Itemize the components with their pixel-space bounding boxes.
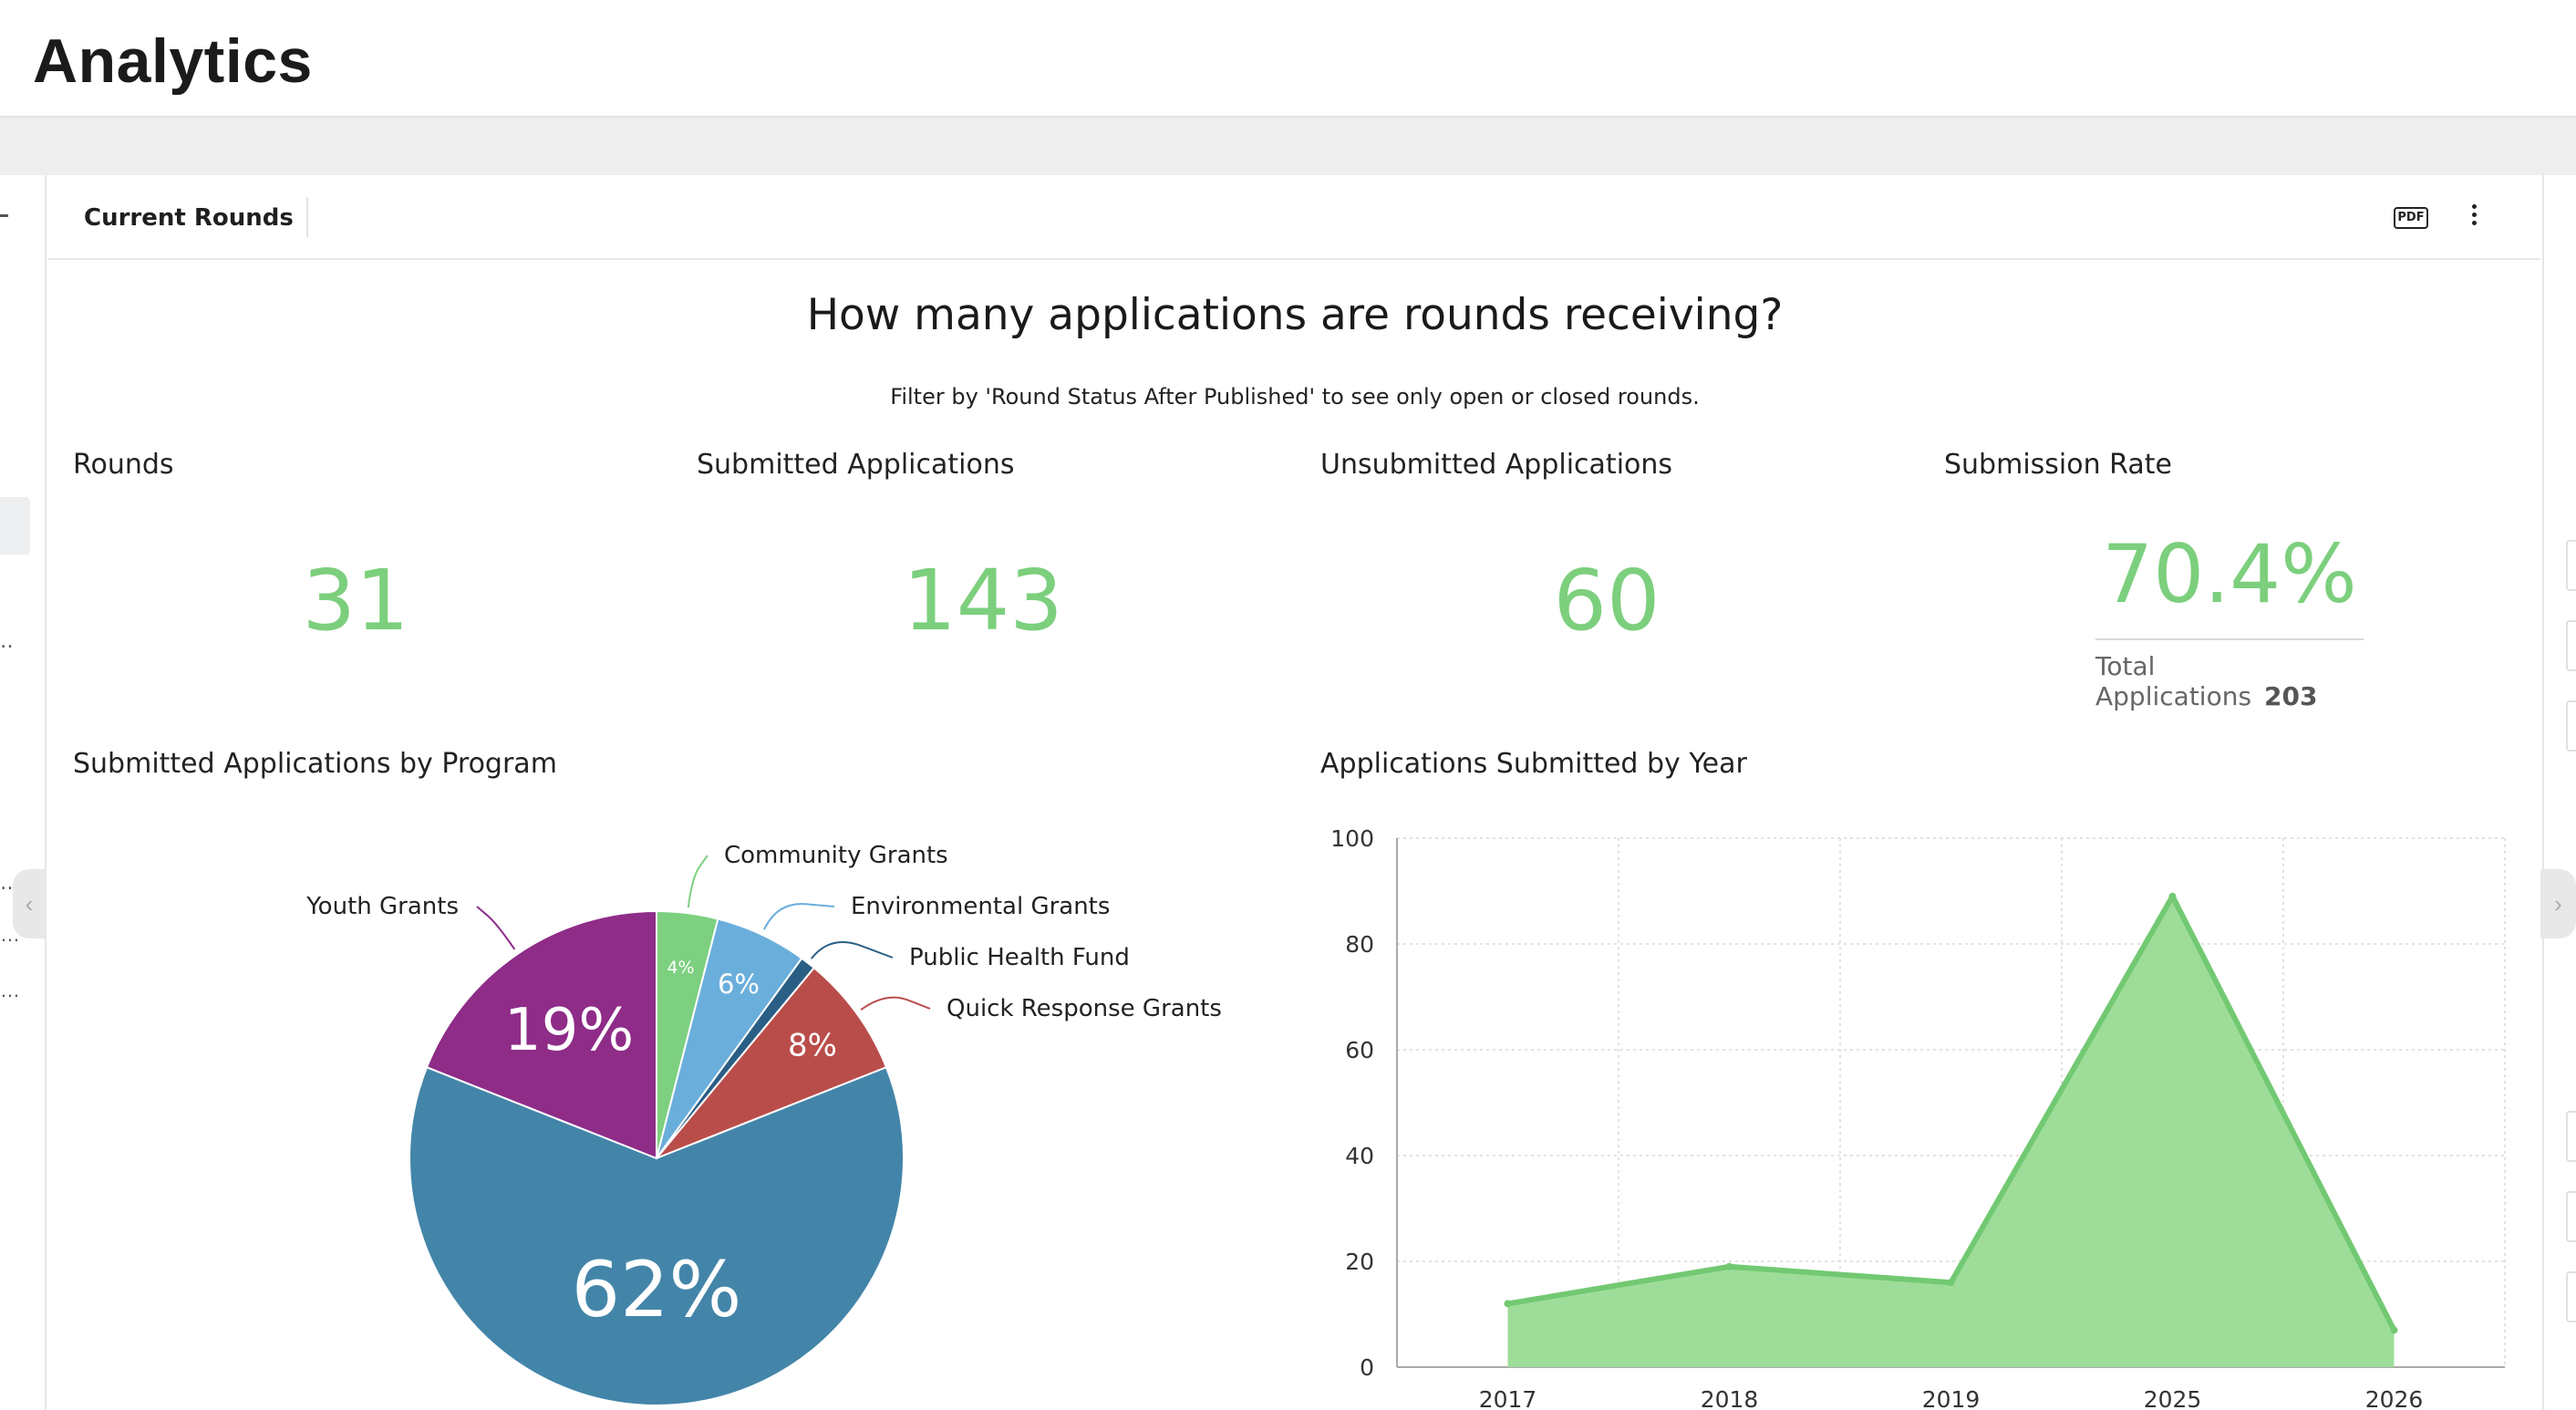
kpi-total-applications: Total Applications 203 xyxy=(2095,651,2364,711)
pie-category-label: Environmental Grants xyxy=(851,893,1110,920)
x-tick-label: 2019 xyxy=(1922,1386,1981,1410)
pie-leader-line xyxy=(860,996,931,1011)
rail-tab[interactable] xyxy=(2566,700,2576,752)
rail-tab[interactable] xyxy=(2566,540,2576,591)
collapse-right-button[interactable]: › xyxy=(2540,869,2576,938)
kpi-total-label: Total Applications xyxy=(2095,651,2252,711)
pdf-export-button[interactable]: PDF xyxy=(2394,207,2428,229)
rail-tab[interactable] xyxy=(2566,1271,2576,1322)
kpi-unsubmitted-label: Unsubmitted Applications xyxy=(1320,449,1673,481)
pie-leader-line xyxy=(810,940,894,959)
pie-leader-line xyxy=(476,906,516,950)
sidebar-item-truncated[interactable]: ‥ xyxy=(0,871,14,894)
left-sidebar: ‥ ‥ … … xyxy=(0,175,47,1410)
sidebar-item-truncated[interactable]: … xyxy=(0,979,20,1001)
kpi-rate-divider xyxy=(2095,638,2364,640)
kpi-unsubmitted-value: 60 xyxy=(1553,552,1660,649)
tab-current-rounds[interactable]: Current Rounds xyxy=(84,204,294,232)
kpi-rate-value: 70.4% xyxy=(2102,527,2357,621)
y-tick-label: 40 xyxy=(1345,1143,1374,1169)
x-tick-label: 2026 xyxy=(2365,1386,2424,1410)
panel-header: Current Rounds PDF xyxy=(48,175,2540,260)
kpi-rate-label: Submission Rate xyxy=(1944,449,2172,481)
pie-chart: 4% Community Grants 6% Environmental Grants… xyxy=(305,842,1222,1406)
chevron-right-icon: › xyxy=(2554,890,2562,918)
pie-slice[interactable] xyxy=(409,1065,905,1406)
sidebar-item-truncated[interactable]: ‥ xyxy=(0,629,14,652)
y-tick-label: 80 xyxy=(1345,931,1374,958)
x-tick-label: 2025 xyxy=(2144,1386,2202,1410)
pie-category-label: Youth Grants xyxy=(305,893,459,920)
y-tick-label: 100 xyxy=(1330,825,1374,852)
dashboard-subtitle: Filter by 'Round Status After Published'… xyxy=(890,384,1700,410)
pie-percent-label: 19% xyxy=(504,997,634,1064)
pie-percent-label: 4% xyxy=(667,958,694,978)
page-title: Analytics xyxy=(33,26,313,96)
pie-slice[interactable] xyxy=(425,909,657,1160)
pie-leader-line xyxy=(763,903,835,930)
kpi-rounds-label: Rounds xyxy=(73,449,174,481)
y-tick-label: 20 xyxy=(1345,1249,1374,1275)
area-fill xyxy=(1507,896,2395,1367)
pie-percent-label: 6% xyxy=(718,969,760,1000)
dashboard-title: How many applications are rounds receivi… xyxy=(806,290,1784,340)
divider xyxy=(306,197,308,237)
x-tick-label: 2018 xyxy=(1701,1386,1759,1410)
pie-percent-label: 8% xyxy=(788,1028,837,1064)
more-options-icon[interactable] xyxy=(2465,201,2483,235)
pie-chart-title: Submitted Applications by Program xyxy=(73,748,557,780)
rail-tab[interactable] xyxy=(2566,1111,2576,1162)
rail-tab[interactable] xyxy=(2566,620,2576,671)
right-rail xyxy=(2542,175,2576,1410)
area-point[interactable] xyxy=(1725,1262,1733,1270)
pie-category-label: Public Health Fund xyxy=(909,944,1130,971)
y-tick-label: 60 xyxy=(1345,1037,1374,1063)
area-point[interactable] xyxy=(2390,1326,2398,1334)
area-point[interactable] xyxy=(1504,1300,1512,1308)
area-point[interactable] xyxy=(1947,1279,1955,1287)
sidebar-selected-item[interactable] xyxy=(0,497,30,555)
pie-leader-line xyxy=(687,855,709,908)
pie-percent-label: 62% xyxy=(572,1245,742,1334)
area-point[interactable] xyxy=(2168,892,2177,900)
area-chart-title: Applications Submitted by Year xyxy=(1320,748,1747,780)
area-chart: 0 20 40 60 80 100 2017 2018 2019 2025 2026 xyxy=(1330,825,2506,1410)
chevron-left-icon: ‹ xyxy=(25,890,34,918)
sidebar-collapse-dash[interactable] xyxy=(0,214,8,217)
toolbar-band xyxy=(0,118,2576,175)
kpi-submitted-value: 143 xyxy=(903,552,1063,649)
x-tick-label: 2017 xyxy=(1479,1386,1537,1410)
collapse-left-button[interactable]: ‹ xyxy=(13,869,46,938)
pie-slice[interactable] xyxy=(656,966,888,1159)
kpi-submitted-label: Submitted Applications xyxy=(697,449,1015,481)
rail-tab[interactable] xyxy=(2566,1191,2576,1242)
pie-category-label: Quick Response Grants xyxy=(947,995,1222,1022)
pie-category-label: Community Grants xyxy=(724,842,948,869)
app-header: Analytics xyxy=(0,0,2576,118)
kpi-rounds-value: 31 xyxy=(302,552,409,649)
kpi-total-value: 203 xyxy=(2264,681,2318,711)
y-tick-label: 0 xyxy=(1360,1354,1374,1381)
